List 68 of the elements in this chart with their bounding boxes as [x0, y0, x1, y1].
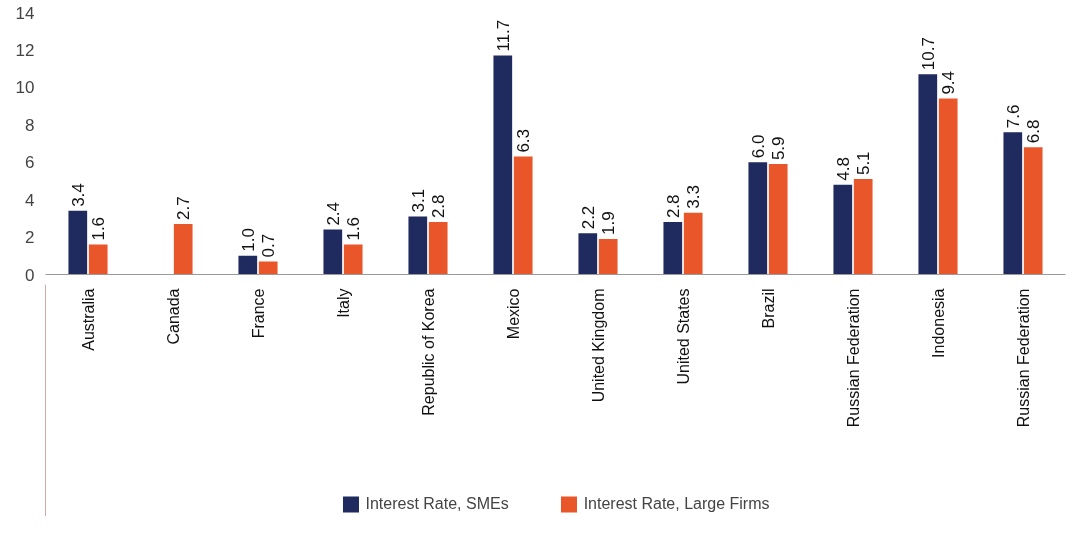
bar [748, 162, 768, 275]
data-label: 5.1 [854, 151, 874, 176]
data-label: 5.9 [769, 136, 789, 161]
y-tick-label: 12 [15, 40, 35, 60]
bar [938, 98, 958, 275]
x-tick-label: Mexico [504, 288, 522, 340]
bar [853, 179, 873, 275]
data-label: 0.7 [259, 233, 279, 258]
bar [68, 210, 88, 275]
x-tick-label: France [249, 288, 267, 339]
data-label: 1.9 [599, 211, 619, 235]
data-label: 2.7 [174, 196, 194, 220]
data-label: 3.4 [68, 183, 88, 207]
data-label: 2.8 [429, 194, 449, 219]
bar [663, 222, 683, 275]
bar [833, 184, 853, 275]
legend-label: Interest Rate, SMEs [365, 495, 509, 513]
bar [493, 55, 513, 275]
bar [1023, 147, 1043, 275]
data-label: 11.7 [493, 19, 513, 52]
data-label: 2.2 [578, 205, 598, 230]
bar [428, 222, 448, 275]
bar [323, 229, 343, 275]
bar [918, 74, 938, 275]
data-label: 3.3 [684, 185, 704, 209]
x-tick-label: United Kingdom [589, 288, 607, 403]
bar [768, 164, 788, 275]
x-tick-label: Indonesia [929, 288, 947, 358]
x-tick-label: Republic of Korea [419, 288, 437, 416]
data-label: 1.0 [238, 228, 258, 252]
x-tick-label: Canada [164, 288, 182, 345]
data-label: 6.8 [1024, 119, 1044, 144]
y-tick-label: 14 [15, 3, 35, 23]
data-label: 1.6 [344, 216, 364, 241]
data-label: 2.4 [323, 201, 343, 226]
x-tick-label: Australia [79, 288, 97, 351]
data-label: 6.3 [514, 128, 534, 153]
data-label: 2.8 [663, 194, 683, 219]
y-tick-label: 6 [25, 153, 35, 173]
legend-label: Interest Rate, Large Firms [583, 495, 770, 513]
bar [258, 261, 278, 275]
data-label: 6.0 [748, 134, 768, 159]
data-label: 4.8 [833, 157, 853, 181]
bar [343, 244, 363, 275]
bar [408, 216, 428, 275]
data-label: 1.6 [89, 216, 109, 241]
x-tick-label: Brazil [759, 288, 777, 329]
bar [513, 156, 533, 275]
data-label: 3.1 [408, 188, 428, 213]
data-label: 7.6 [1003, 104, 1023, 129]
bar [683, 212, 703, 275]
y-tick-label: 4 [25, 190, 35, 210]
data-label: 9.4 [939, 70, 959, 95]
x-tick-label: United States [674, 288, 692, 385]
x-tick-label: Russian Federation [1014, 288, 1032, 428]
y-tick-label: 0 [25, 265, 35, 285]
data-label: 10.7 [918, 37, 938, 71]
y-tick-label: 2 [25, 228, 35, 248]
bar [173, 223, 193, 275]
bar [1003, 132, 1023, 275]
x-tick-label: Russian Federation [844, 288, 862, 428]
bar [578, 233, 598, 275]
y-tick-label: 8 [25, 115, 35, 135]
y-tick-label: 10 [15, 78, 35, 98]
bar [238, 255, 258, 275]
bar [88, 244, 108, 275]
bar [598, 238, 618, 275]
x-tick-label: Italy [334, 288, 352, 318]
